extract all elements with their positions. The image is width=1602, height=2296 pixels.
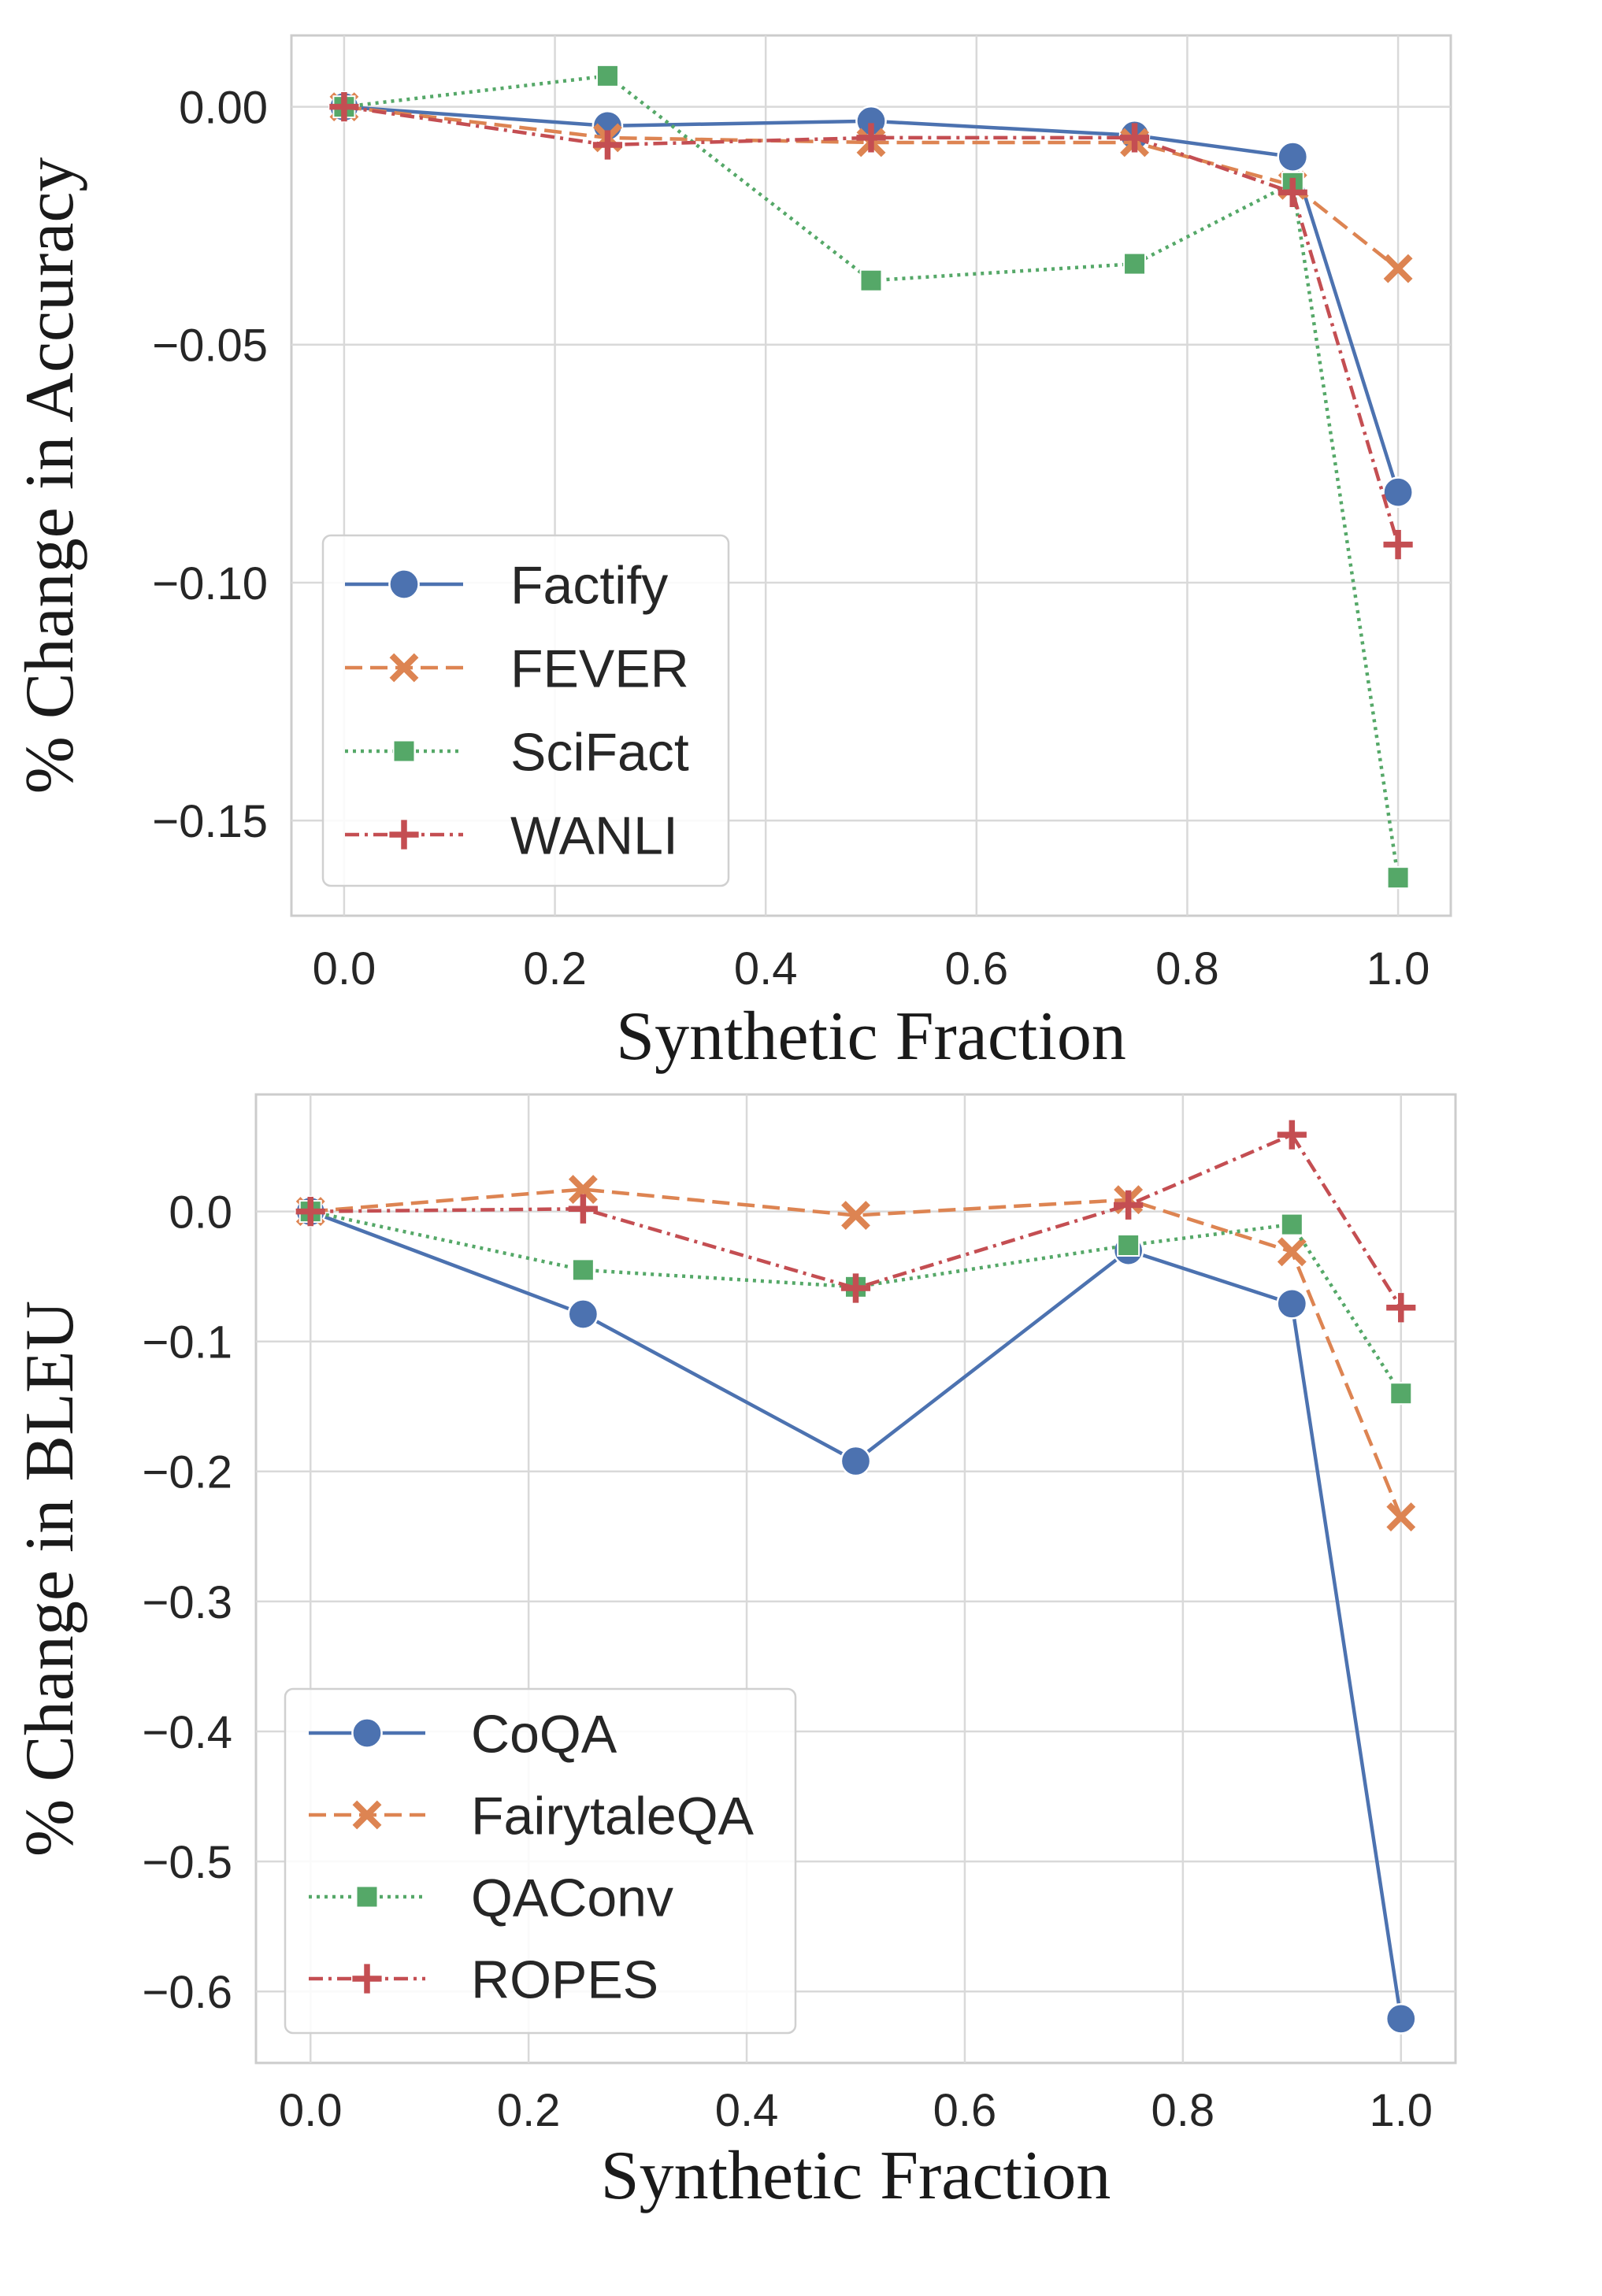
y-tick-label: −0.5 [143,1837,233,1888]
legend-label: SciFact [510,722,689,782]
y-tick-label: −0.10 [152,558,268,609]
y-tick-label: −0.15 [152,796,268,847]
legend: Factify FEVER SciFact WANLI [321,534,730,887]
series-line [310,1132,1403,1309]
x-tick-label: 0.6 [933,2085,997,2136]
y-tick-label: −0.3 [143,1577,233,1628]
data-point [295,1196,325,1227]
data-point [1389,1382,1413,1405]
legend-marker [352,1964,382,1994]
y-tick-label: 0.0 [169,1187,232,1238]
legend-marker [352,1800,382,1830]
x-tick-label: 0.2 [523,943,587,994]
data-point [1386,1502,1416,1532]
data-point [1119,123,1150,153]
data-point [1114,1190,1144,1220]
x-axis-title: Synthetic Fraction [601,2138,1111,2214]
legend-marker [388,568,420,600]
series-line [343,74,1400,878]
x-tick-label: 0.0 [313,943,376,994]
data-point [568,1175,598,1204]
data-point [1117,1234,1140,1257]
data-point [1383,254,1413,283]
data-point [840,1445,872,1477]
series-line [310,1209,1403,2020]
x-tick-label: 0.4 [715,2085,779,2136]
data-point [840,1273,871,1303]
data-point [568,1194,598,1224]
legend-label: FEVER [510,639,689,698]
x-tick-label: 1.0 [1369,2085,1433,2136]
y-tick-label: −0.4 [143,1707,233,1758]
y-tick-label: −0.6 [143,1967,233,2018]
legend-label: WANLI [510,805,678,865]
series-line [310,1187,1403,1518]
data-point [571,1258,595,1282]
legend-label: Factify [510,555,668,615]
legend-marker [392,739,416,763]
legend: CoQA FairytaleQA QAConv ROPES [284,1687,797,2035]
data-point [1123,252,1147,276]
data-point [1277,1120,1307,1150]
data-point [1278,177,1307,208]
y-axis-title: % Change in Accuracy [12,157,88,794]
legend-label: QAConv [471,1868,673,1928]
series-ropes [295,1120,1416,1323]
series-line [343,105,1400,493]
series-line [343,105,1400,546]
data-point [1280,1213,1303,1236]
legend-box [321,534,730,887]
data-point [595,64,619,87]
series-wanli [329,92,1413,560]
y-tick-label: −0.05 [152,320,268,372]
x-tick-label: 1.0 [1367,943,1430,994]
chart-1: 0.0 0.2 0.4 0.6 0.8 1.0 0.00 −0.05 −0.10 −0.15 Syn… [12,34,1452,1075]
x-tick-label: 0.0 [279,2085,343,2136]
data-point [329,92,359,122]
x-tick-label: 0.6 [944,943,1008,994]
data-point [1277,1237,1307,1267]
data-point [859,268,883,292]
data-point [841,1201,870,1230]
x-tick-label: 0.2 [497,2085,561,2136]
data-point [567,1298,599,1330]
legend-marker [355,1885,379,1909]
y-tick-label: −0.1 [143,1317,233,1368]
legend-marker [389,820,419,850]
y-axis-title: % Change in BLEU [12,1301,88,1857]
legend-marker [351,1717,383,1749]
series-line [343,105,1400,270]
y-tick-label: −0.2 [143,1447,233,1498]
x-tick-label: 0.4 [734,943,798,994]
data-point [856,123,886,153]
y-tick-label: 0.00 [179,83,268,134]
chart-2: 0.0 0.2 0.4 0.6 0.8 1.0 0.0 −0.1 −0.2 −0.3 −0.4 −0.… [12,1093,1457,2214]
series-coqa [295,1195,1417,2035]
x-tick-label: 0.8 [1151,2085,1215,2136]
legend-box [284,1687,797,2035]
legend-label: ROPES [471,1950,658,2009]
data-point [1382,476,1414,509]
data-point [1383,530,1413,560]
data-point [592,130,623,160]
x-tick-label: 0.8 [1155,943,1219,994]
data-point [1277,141,1309,172]
legend-label: FairytaleQA [471,1786,755,1846]
legend-marker [389,653,419,683]
data-point [1386,1293,1416,1323]
data-point [1385,2003,1417,2035]
legend-label: CoQA [471,1704,617,1764]
x-axis-title: Synthetic Fraction [616,998,1126,1075]
series-line [310,1209,1403,1394]
data-point [1386,866,1410,890]
data-point [1276,1287,1308,1320]
